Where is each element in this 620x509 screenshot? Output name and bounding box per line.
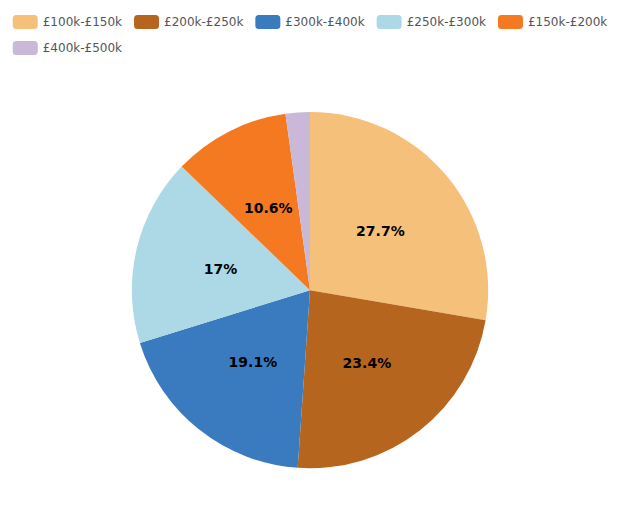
svg-text:£250k-£300k: £250k-£300k xyxy=(407,15,486,29)
svg-text:27.7%: 27.7% xyxy=(356,223,405,239)
svg-text:19.1%: 19.1% xyxy=(229,354,278,370)
svg-text:17%: 17% xyxy=(204,261,238,277)
svg-text:£400k-£500k: £400k-£500k xyxy=(43,41,122,55)
svg-text:23.4%: 23.4% xyxy=(343,355,392,371)
svg-text:£300k-£400k: £300k-£400k xyxy=(285,15,364,29)
svg-text:£200k-£250k: £200k-£250k xyxy=(164,15,243,29)
svg-text:£150k-£200k: £150k-£200k xyxy=(528,15,607,29)
svg-text:10.6%: 10.6% xyxy=(244,200,293,216)
svg-text:£100k-£150k: £100k-£150k xyxy=(43,15,122,29)
